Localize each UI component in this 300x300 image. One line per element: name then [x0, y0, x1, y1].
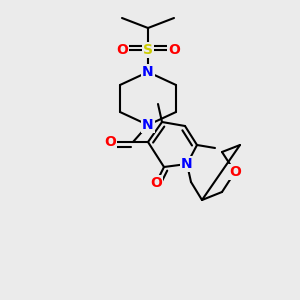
- Text: N: N: [142, 118, 154, 132]
- Text: O: O: [150, 176, 162, 190]
- Text: O: O: [229, 165, 241, 179]
- Text: O: O: [104, 135, 116, 149]
- Text: N: N: [142, 65, 154, 79]
- Text: N: N: [181, 157, 193, 171]
- Text: S: S: [143, 43, 153, 57]
- Text: O: O: [116, 43, 128, 57]
- Text: O: O: [168, 43, 180, 57]
